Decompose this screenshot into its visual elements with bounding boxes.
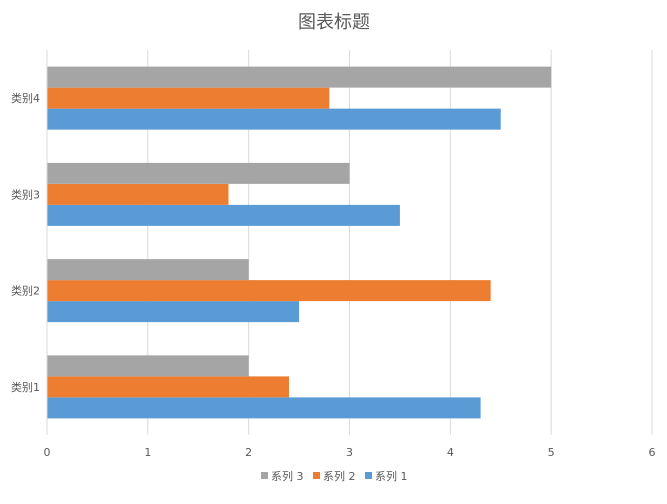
bar — [47, 87, 330, 109]
legend-label: 系列 1 — [375, 469, 408, 483]
x-tick-label: 0 — [44, 446, 51, 459]
legend-swatch — [365, 472, 372, 479]
legend-item: 系列 2 — [313, 469, 356, 483]
bar — [47, 397, 481, 419]
bar — [47, 301, 300, 323]
x-tick-label: 2 — [245, 446, 252, 459]
bar — [47, 66, 552, 88]
bar — [47, 183, 229, 205]
bars — [47, 66, 552, 419]
bar — [47, 162, 350, 184]
chart-title: 图表标题 — [298, 12, 370, 33]
legend-swatch — [261, 472, 268, 479]
y-tick-label: 类别2 — [11, 284, 40, 298]
x-tick-label: 5 — [548, 446, 555, 459]
x-tick-label: 1 — [144, 446, 151, 459]
legend-item: 系列 1 — [365, 469, 408, 483]
y-tick-label: 类别4 — [11, 91, 40, 105]
x-tick-label: 3 — [346, 446, 353, 459]
y-tick-label: 类别1 — [11, 380, 40, 394]
x-tick-label: 4 — [447, 446, 454, 459]
legend-label: 系列 3 — [271, 469, 304, 483]
legend-item: 系列 3 — [261, 469, 304, 483]
bar — [47, 108, 501, 130]
bar — [47, 280, 491, 302]
legend: 系列 3 系列 2 系列 1 — [261, 469, 408, 483]
y-tick-label: 类别3 — [11, 187, 40, 201]
bar — [47, 204, 400, 226]
bar — [47, 259, 249, 281]
axes: 0 1 2 3 4 5 6 类别1 类别2 类别3 类别4 — [11, 50, 656, 459]
bar — [47, 355, 249, 377]
x-tick-label: 6 — [649, 446, 656, 459]
legend-label: 系列 2 — [323, 469, 356, 483]
legend-swatch — [313, 472, 320, 479]
bar — [47, 376, 289, 398]
